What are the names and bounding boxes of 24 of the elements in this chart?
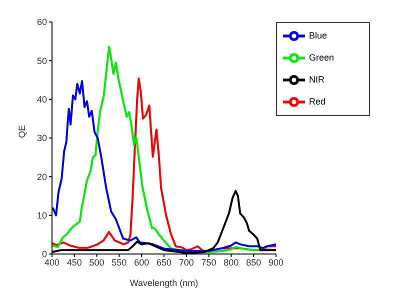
legend-label: NIR [309, 74, 324, 84]
x-tick-label: 450 [66, 257, 82, 268]
x-tick-label: 600 [134, 257, 150, 268]
y-tick-label: 10 [36, 210, 47, 221]
x-tick-label: 400 [44, 257, 60, 268]
y-tick-label: 30 [36, 133, 47, 144]
x-tick-label: 850 [246, 257, 262, 268]
x-tick-label: 500 [89, 257, 104, 268]
legend-label: Green [309, 52, 334, 62]
y-axis-title: QE [17, 124, 28, 138]
legend-label: Red [309, 96, 326, 106]
x-tick-label: 700 [178, 257, 194, 268]
y-tick-label: 60 [36, 17, 47, 28]
x-tick-label: 750 [201, 257, 216, 268]
x-axis-title: Wavelength (nm) [130, 278, 198, 288]
y-tick-label: 50 [36, 56, 47, 66]
legend-label: Blue [309, 30, 328, 40]
x-tick-label: 550 [112, 257, 127, 268]
x-tick-label: 900 [268, 257, 284, 268]
y-tick-label: 20 [36, 172, 47, 182]
y-tick-label: 0 [42, 249, 47, 260]
x-tick-label: 650 [156, 257, 172, 268]
y-tick-label: 40 [36, 94, 47, 105]
x-tick-label: 800 [224, 257, 239, 268]
